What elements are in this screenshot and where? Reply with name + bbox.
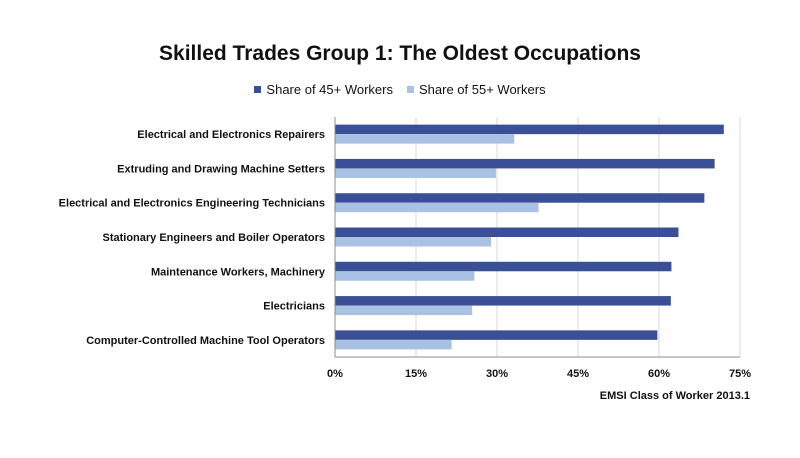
legend-item-55-plus: Share of 55+ Workers — [407, 82, 546, 97]
category-label-1: Extruding and Drawing Machine Setters — [117, 163, 325, 175]
category-label-3: Stationary Engineers and Boiler Operator… — [102, 232, 325, 244]
x-tick-label-15: 15% — [405, 368, 427, 380]
bar-55-plus-1 — [335, 168, 496, 178]
legend-label-55-plus: Share of 55+ Workers — [419, 82, 546, 97]
x-tick-label-45: 45% — [567, 368, 589, 380]
bar-45-plus-0 — [335, 124, 724, 135]
bar-55-plus-6 — [335, 339, 452, 350]
category-label-0: Electrical and Electronics Repairers — [137, 129, 325, 141]
category-label-5: Electricians — [263, 301, 325, 313]
bar-55-plus-0 — [335, 134, 515, 144]
bar-55-plus-5 — [335, 305, 473, 316]
x-tick-label-60: 60% — [648, 368, 670, 380]
x-tick-label-0: 0% — [327, 368, 343, 380]
bar-45-plus-2 — [335, 193, 705, 203]
category-label-2: Electrical and Electronics Engineering T… — [59, 198, 325, 210]
bar-55-plus-4 — [335, 271, 475, 281]
legend-swatch-45-plus — [254, 86, 262, 93]
legend-item-45-plus: Share of 45+ Workers — [254, 82, 393, 97]
category-label-4: Maintenance Workers, Machinery — [151, 266, 326, 278]
bar-55-plus-2 — [335, 202, 539, 213]
chart-title: Skilled Trades Group 1: The Oldest Occup… — [159, 42, 641, 65]
category-label-6: Computer-Controlled Machine Tool Operato… — [86, 335, 325, 347]
bar-45-plus-3 — [335, 227, 679, 237]
x-tick-label-75: 75% — [729, 368, 751, 380]
x-tick-label-30: 30% — [486, 368, 508, 380]
bar-45-plus-6 — [335, 330, 658, 340]
legend: Share of 45+ Workers Share of 55+ Worker… — [0, 82, 800, 97]
legend-label-45-plus: Share of 45+ Workers — [266, 82, 393, 97]
bar-45-plus-5 — [335, 296, 671, 306]
source-note: EMSI Class of Worker 2013.1 — [599, 390, 750, 402]
bar-45-plus-4 — [335, 261, 672, 272]
bar-45-plus-1 — [335, 158, 715, 169]
legend-swatch-55-plus — [407, 86, 414, 93]
bar-55-plus-3 — [335, 237, 492, 247]
